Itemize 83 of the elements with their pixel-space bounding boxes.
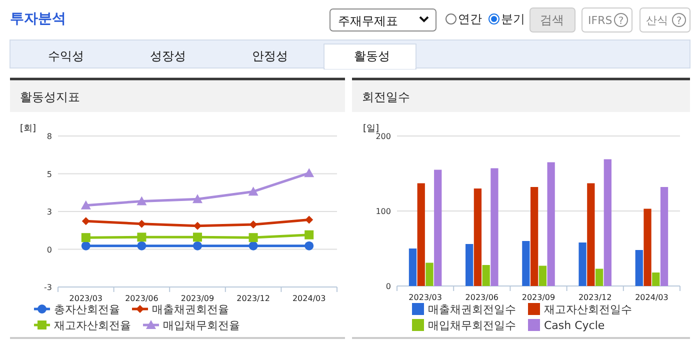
text: 성장성: [150, 49, 186, 63]
point: [304, 241, 314, 250]
point: [248, 233, 258, 242]
bar: [538, 266, 547, 286]
y-tick-label: 200: [376, 132, 391, 141]
point: [194, 222, 202, 230]
bar: [417, 183, 425, 286]
text: 수익성: [48, 49, 84, 63]
text: 주재무제표: [338, 14, 398, 28]
point: [304, 168, 314, 178]
point: [136, 196, 147, 206]
y-tick-label: 8: [46, 132, 52, 141]
point: [305, 216, 314, 224]
legend-label: 총자산회전율: [54, 303, 120, 316]
point: [81, 241, 90, 250]
bar: [530, 187, 538, 286]
point: [82, 217, 90, 226]
point: [248, 241, 258, 250]
bar: [466, 244, 474, 286]
bar: [595, 268, 604, 286]
legend-label: 매출채권회전율: [152, 303, 229, 316]
bar: [578, 242, 586, 286]
bar: [635, 250, 643, 286]
point: [137, 241, 146, 250]
bar: [644, 208, 652, 286]
legend-label: 매출채권회전일수: [428, 303, 516, 316]
x-tick-label: 2023/03: [408, 293, 442, 302]
text: 산식: [646, 14, 668, 27]
bar: [490, 168, 498, 286]
y-tick-label: 5: [46, 170, 52, 179]
point: [81, 233, 90, 242]
y-tick-label: 0: [46, 245, 52, 254]
point: [248, 186, 258, 196]
bar: [604, 159, 612, 286]
bar: [434, 170, 442, 286]
y-tick-label: 0: [386, 282, 391, 291]
text: 연간: [458, 12, 482, 26]
x-tick-label: 2023/09: [180, 294, 214, 303]
text: IFRS: [588, 14, 612, 27]
text: 분기: [501, 12, 525, 26]
point: [249, 220, 258, 229]
chart-title: 회전일수: [362, 90, 410, 104]
legend-label: 재고자산회전율: [54, 319, 131, 332]
bar: [408, 248, 417, 286]
y-tick-label: -3: [44, 283, 52, 292]
text: ?: [618, 16, 624, 27]
bar: [426, 262, 434, 286]
chart-title: 활동성지표: [20, 90, 80, 104]
bar: [547, 162, 555, 286]
point: [193, 241, 202, 250]
bar: [482, 265, 490, 286]
y-axis-title: [일]: [363, 124, 380, 134]
point: [192, 194, 202, 204]
point: [137, 232, 146, 242]
point: [304, 230, 314, 240]
x-tick-label: 2023/09: [522, 293, 556, 302]
x-tick-label: 2023/12: [236, 294, 270, 303]
x-tick-label: 2023/03: [69, 294, 103, 303]
legend-label: 재고자산회전일수: [544, 303, 632, 316]
point: [193, 232, 202, 242]
point: [80, 200, 91, 210]
y-tick-label: 100: [376, 207, 391, 216]
legend-label: 매입채무회전일수: [428, 319, 516, 332]
text: 안정성: [252, 49, 288, 63]
x-tick-label: 2024/03: [635, 293, 668, 302]
legend-label: Cash Cycle: [544, 319, 605, 332]
y-tick-label: 3: [46, 208, 52, 216]
legend-label: 매입채무회전율: [163, 319, 240, 332]
bar: [522, 241, 530, 286]
bar: [652, 272, 660, 286]
x-tick-label: 2024/03: [292, 294, 326, 303]
x-tick-label: 2023/06: [465, 293, 499, 302]
bar: [660, 187, 668, 286]
x-tick-label: 2023/06: [125, 294, 158, 303]
x-tick-label: 2023/12: [578, 293, 612, 302]
text: ?: [676, 16, 682, 27]
text: 검색: [540, 13, 564, 27]
point: [138, 220, 146, 228]
text: 활동성: [354, 49, 390, 63]
y-axis-title: [회]: [20, 124, 36, 134]
text: 투자분석: [10, 11, 66, 27]
bar: [587, 183, 595, 286]
bar: [474, 188, 482, 286]
